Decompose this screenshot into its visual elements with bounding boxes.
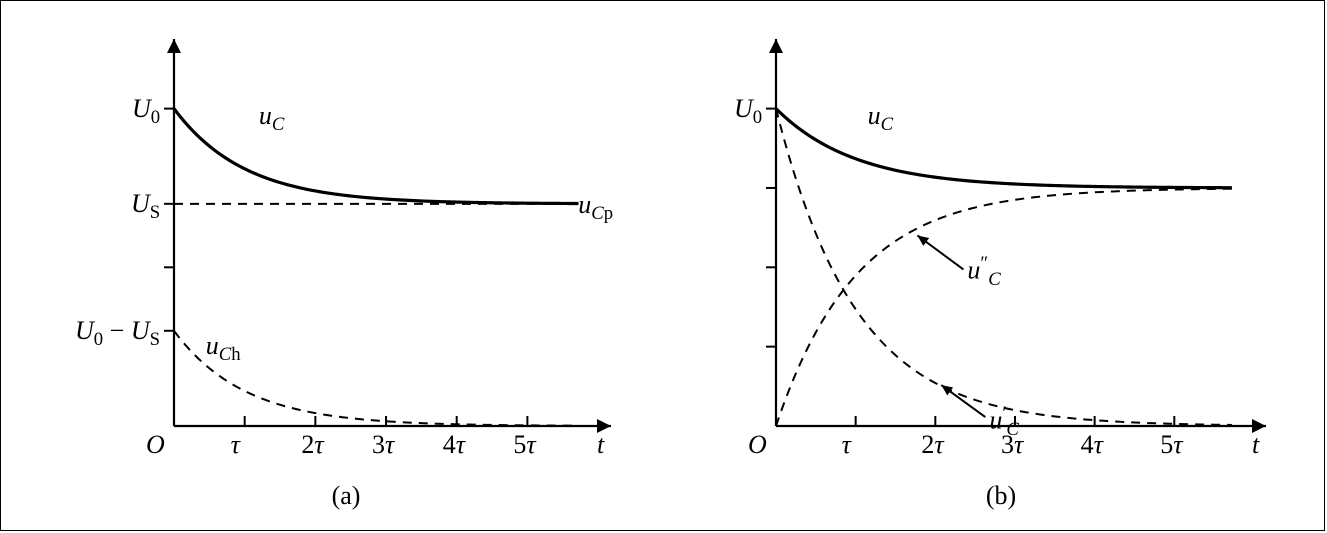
curve-u_C [174,109,578,204]
x-tick-1: τ [842,432,851,458]
figure-frame: (a) τ 2τ 3τ 4τ 5τ U0 − US US U0 Ot uC uCp uCh (b) τ… [0,0,1325,531]
panel-a-caption: (a) [31,481,661,511]
origin-label: O [748,432,767,458]
y-tick-label: US [131,191,160,223]
x-tick-5: 5τ [513,432,535,458]
label-uCp: uCp [578,192,613,224]
x-tick-1: τ [231,432,240,458]
curve-u_C_prime [776,109,1232,425]
origin-label: O [146,432,165,458]
y-tick-label: U0 [734,96,762,128]
x-tick-2: 2τ [921,432,943,458]
x-tick-2: 2τ [301,432,323,458]
curve-u_C [776,109,1232,188]
y-tick-label: U0 − US [75,318,160,350]
label-uC: uC [259,103,284,135]
label-uC-prime: u′C [989,405,1019,440]
panel-b: (b) τ2τ3τ4τ5τU0OtuCu″Cu′C [691,21,1311,511]
label-uCh: uCh [206,333,241,365]
y-tick-label: U0 [132,96,160,128]
x-axis-label: t [597,432,604,458]
curve-u_C_dprime [776,189,1232,426]
x-axis-label: t [1252,432,1259,458]
label-uC-dprime: u″C [967,255,1000,290]
x-tick-4: 4τ [1081,432,1103,458]
panel-a-svg [31,21,661,466]
x-tick-3: 3τ [372,432,394,458]
panel-b-caption: (b) [691,481,1311,511]
x-tick-4: 4τ [443,432,465,458]
label-uC: uC [868,103,893,135]
panel-b-svg [691,21,1311,466]
panel-a: (a) τ 2τ 3τ 4τ 5τ U0 − US US U0 Ot uC uCp uCh [31,21,661,511]
x-tick-5: 5τ [1160,432,1182,458]
